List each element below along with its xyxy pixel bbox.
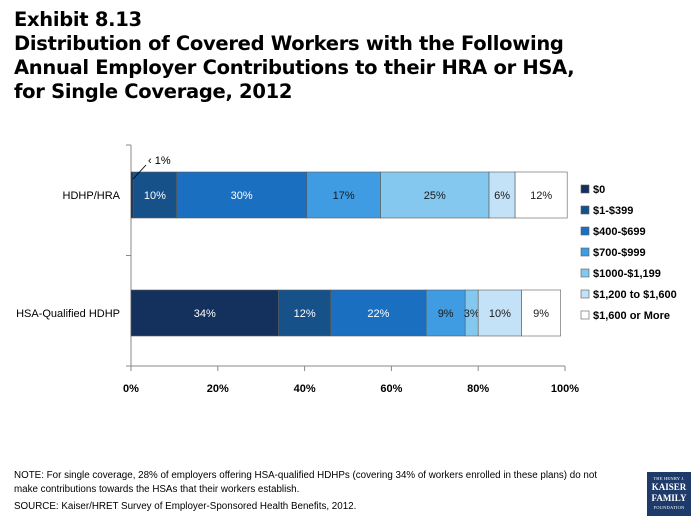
data-label: 25%	[424, 190, 446, 202]
logo-line-4: FOUNDATION	[653, 505, 685, 510]
category-label: HDHP/HRA	[63, 190, 121, 202]
legend-entry: $1000-$1,199	[593, 268, 661, 280]
data-label: 9%	[533, 308, 549, 320]
data-label: 10%	[144, 190, 166, 202]
logo-line-1: THE HENRY J.	[653, 476, 685, 481]
data-label: 17%	[333, 190, 355, 202]
bar-segment	[130, 171, 134, 219]
bar-segment	[330, 289, 427, 337]
legend-swatch	[580, 184, 590, 194]
data-label: 10%	[489, 308, 511, 320]
title-line-3: Annual Employer Contributions to their H…	[14, 56, 575, 79]
legend-entry: $0	[593, 184, 605, 196]
legend-entry: $1-$399	[593, 205, 633, 217]
bar-segment	[306, 171, 381, 219]
chart-title: Exhibit 8.13 Distribution of Covered Wor…	[14, 8, 674, 104]
data-label: 30%	[231, 190, 253, 202]
category-label: HSA-Qualified HDHP	[16, 308, 120, 320]
logo-line-3: FAMILY	[651, 493, 687, 503]
title-line-2: Distribution of Covered Workers with the…	[14, 32, 564, 55]
bar-segment	[278, 289, 331, 337]
x-tick-label: 40%	[294, 383, 316, 395]
data-label: 12%	[294, 308, 316, 320]
x-tick-label: 60%	[380, 383, 402, 395]
note-line-1: NOTE: For single coverage, 28% of employ…	[14, 470, 598, 481]
data-label: 9%	[438, 308, 454, 320]
stacked-bar-chart: 0% 20% 40% 60% 80% 100% HDHP/HRA 10% 30% 17% 25% 6%…	[16, 144, 677, 395]
legend-entry: $700-$999	[593, 247, 646, 259]
bar-segment	[176, 171, 308, 219]
annotation-leader-line	[132, 164, 147, 180]
x-tick-label: 20%	[207, 383, 229, 395]
data-label: 3%	[464, 308, 480, 320]
note-line-2: make contributions towards the HSAs that…	[14, 484, 300, 495]
legend-entry: $1,200 to $1,600	[593, 289, 677, 301]
bar-segment	[488, 171, 516, 219]
legend-swatch	[580, 289, 590, 299]
bar-segment	[132, 171, 177, 219]
legend-entry: $1,600 or More	[593, 310, 670, 322]
title-line-4: for Single Coverage, 2012	[14, 80, 293, 103]
logo-line-2: KAISER	[651, 482, 687, 492]
bar-segment	[477, 289, 522, 337]
annotation-label: ‹ 1%	[148, 155, 171, 167]
bar-segment	[521, 289, 561, 337]
legend-swatch	[580, 205, 590, 215]
data-label: 22%	[367, 308, 389, 320]
exhibit-number: Exhibit 8.13	[14, 8, 142, 31]
source-note: SOURCE: Kaiser/HRET Survey of Employer-S…	[14, 501, 357, 512]
legend-swatch	[580, 268, 590, 278]
data-label: 6%	[494, 190, 510, 202]
kff-logo: THE HENRY J. KAISER FAMILY FOUNDATION	[647, 472, 691, 516]
legend-swatch	[580, 226, 590, 236]
bar-segment	[380, 171, 490, 219]
x-tick-label: 100%	[551, 383, 579, 395]
data-label: 34%	[194, 308, 216, 320]
footnote: NOTE: For single coverage, 28% of employ…	[14, 469, 634, 497]
x-tick-label: 80%	[467, 383, 489, 395]
x-tick-label: 0%	[123, 383, 139, 395]
bar-segment	[514, 171, 568, 219]
data-label: 12%	[530, 190, 552, 202]
legend-entry: $400-$699	[593, 226, 646, 238]
legend-swatch	[580, 247, 590, 257]
legend-swatch	[580, 310, 590, 320]
bar-segment	[130, 289, 279, 337]
